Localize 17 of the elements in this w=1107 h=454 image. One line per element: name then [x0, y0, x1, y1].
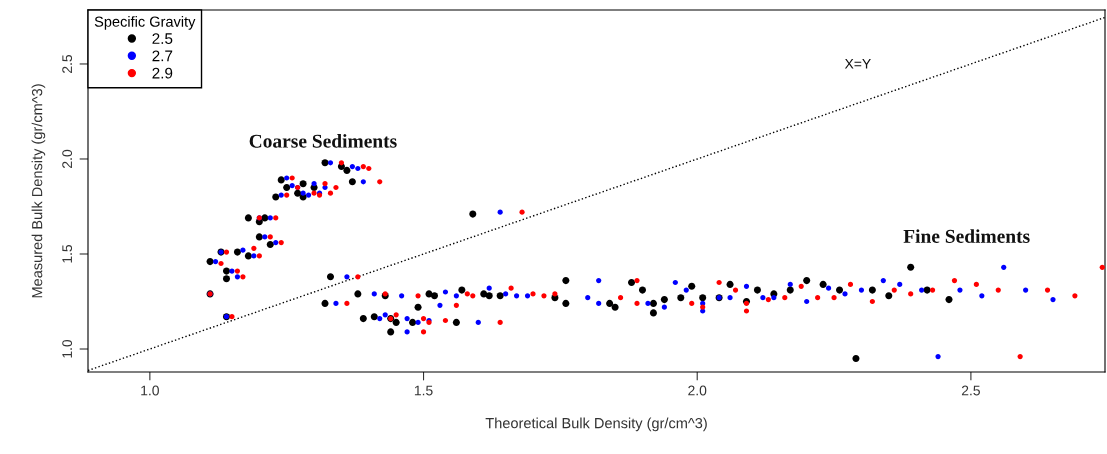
- legend-title: Specific Gravity: [94, 16, 196, 30]
- x-tick-label: 1.5: [414, 385, 433, 396]
- y-tick-label: 1.0: [62, 339, 73, 358]
- x-axis-title: Theoretical Bulk Density (gr/cm^3): [485, 417, 707, 432]
- x-tick-label: 1.0: [141, 385, 159, 396]
- annotation: Fine Sediments: [903, 229, 1030, 243]
- x-tick-label: 2.5: [961, 385, 980, 396]
- legend-label: 2.9: [152, 67, 173, 79]
- legend-label: 2.5: [152, 33, 173, 44]
- y-tick-label: 1.5: [62, 244, 73, 263]
- annotation: Coarse Sediments: [249, 134, 397, 148]
- y-axis-title: Measured Bulk Density (gr/cm^3): [31, 84, 46, 298]
- annotation: X=Y: [844, 59, 871, 69]
- legend-label: 2.7: [152, 50, 173, 62]
- x-tick-label: 2.0: [688, 385, 707, 396]
- y-tick-label: 2.5: [62, 54, 73, 73]
- y-tick-label: 2.0: [62, 149, 73, 168]
